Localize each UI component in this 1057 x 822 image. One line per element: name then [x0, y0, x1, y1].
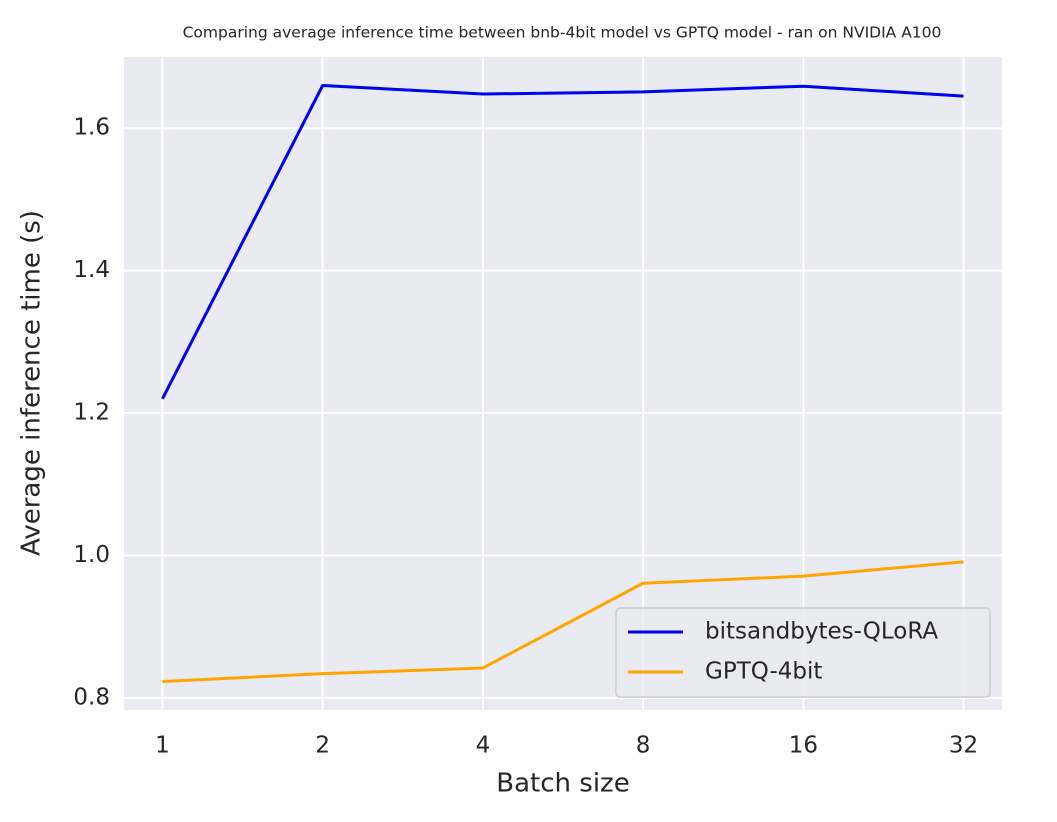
x-tick-label: 16	[789, 733, 818, 759]
x-tick-label: 32	[949, 733, 978, 759]
legend: bitsandbytes-QLoRA GPTQ-4bit	[615, 607, 991, 698]
y-tick-label: 0.8	[73, 684, 110, 710]
y-axis-label: Average inference time (s)	[17, 210, 47, 556]
x-tick-label: 8	[636, 733, 651, 759]
marks	[161, 83, 964, 684]
y-tick-label: 1.4	[73, 257, 110, 283]
legend-box	[615, 607, 991, 698]
chart-title: Comparing average inference time between…	[183, 24, 942, 42]
grid	[124, 57, 1002, 710]
x-axis-label: Batch size	[496, 769, 629, 799]
x-tick-label: 4	[476, 733, 491, 759]
x-tick-label: 2	[315, 733, 330, 759]
y-tick-label: 1.2	[73, 400, 110, 426]
plot-area	[124, 57, 1002, 710]
series-line	[161, 83, 964, 400]
y-tick-label: 1.0	[73, 542, 110, 568]
y-tick-label: 1.6	[73, 115, 110, 141]
legend-label: GPTQ-4bit	[705, 659, 822, 685]
x-tick-label: 1	[155, 733, 170, 759]
series-line	[162, 560, 964, 684]
legend-label: bitsandbytes-QLoRA	[705, 619, 938, 645]
